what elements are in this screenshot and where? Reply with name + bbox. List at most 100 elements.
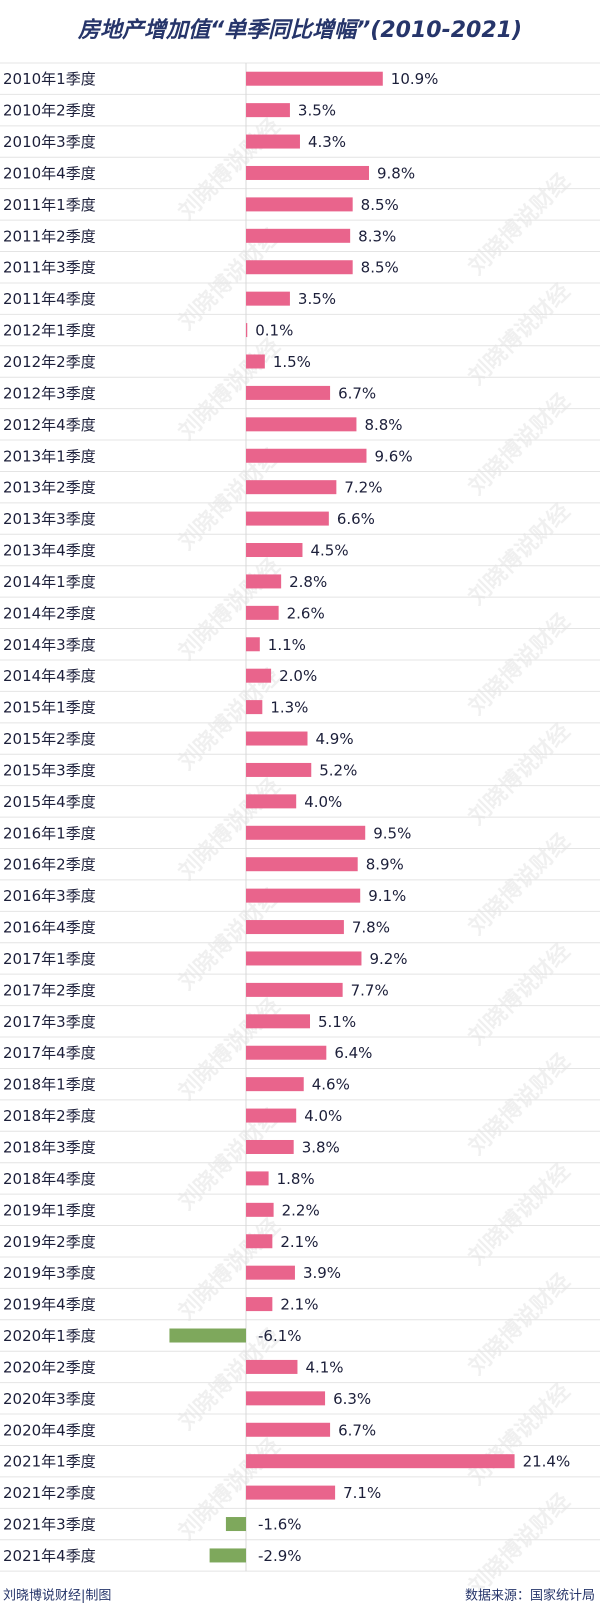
bar xyxy=(246,605,279,620)
bar xyxy=(246,574,282,589)
bar xyxy=(246,228,351,243)
watermark: 刘晓博说财经 xyxy=(463,278,575,390)
watermark: 刘晓博说财经 xyxy=(463,498,575,610)
watermark: 刘晓博说财经 xyxy=(463,608,575,720)
category-label: 2015年4季度 xyxy=(3,793,96,811)
category-label: 2012年4季度 xyxy=(3,416,96,434)
value-label: 8.3% xyxy=(358,227,396,245)
category-label: 2017年1季度 xyxy=(3,950,96,968)
chart-title: 房地产增加值“单季同比增幅”(2010-2021) xyxy=(77,17,522,43)
watermark: 刘晓博说财经 xyxy=(463,388,575,500)
bar xyxy=(246,197,353,212)
credit: 刘晓博说财经|制图 xyxy=(3,1589,111,1604)
bar xyxy=(246,354,265,369)
category-label: 2017年4季度 xyxy=(3,1044,96,1062)
value-label: 1.3% xyxy=(270,699,308,717)
bar xyxy=(246,1202,274,1217)
bar xyxy=(246,291,290,306)
category-label: 2018年1季度 xyxy=(3,1076,96,1094)
watermark: 刘晓博说财经 xyxy=(463,1158,575,1270)
value-label: 8.8% xyxy=(364,416,402,434)
category-label: 2011年1季度 xyxy=(3,196,96,214)
category-label: 2018年2季度 xyxy=(3,1107,96,1125)
bar xyxy=(246,1391,326,1406)
category-label: 2020年4季度 xyxy=(3,1421,96,1439)
category-label: 2015年3季度 xyxy=(3,761,96,779)
value-label: 9.6% xyxy=(374,447,412,465)
category-label: 2015年2季度 xyxy=(3,730,96,748)
bar xyxy=(246,417,357,432)
category-label: 2013年3季度 xyxy=(3,510,96,528)
category-label: 2010年1季度 xyxy=(3,70,96,88)
category-label: 2011年2季度 xyxy=(3,227,96,245)
category-label: 2020年2季度 xyxy=(3,1358,96,1376)
category-label: 2017年3季度 xyxy=(3,1013,96,1031)
bar xyxy=(246,951,362,966)
bar xyxy=(246,134,300,149)
bar xyxy=(246,825,366,840)
bar xyxy=(246,1108,297,1123)
watermark: 刘晓博说财经 xyxy=(463,1378,575,1490)
bar xyxy=(246,1265,295,1280)
value-label: 9.2% xyxy=(369,950,407,968)
watermark: 刘晓博说财经 xyxy=(463,938,575,1050)
value-label: -2.9% xyxy=(258,1547,302,1565)
value-label: 2.8% xyxy=(289,573,327,591)
bar xyxy=(246,1422,331,1437)
value-label: 4.6% xyxy=(312,1076,350,1094)
bar xyxy=(246,1454,515,1469)
category-label: 2012年3季度 xyxy=(3,384,96,402)
bar xyxy=(246,920,344,935)
bar xyxy=(246,794,297,809)
value-label: 4.3% xyxy=(308,133,346,151)
source: 数据来源：国家统计局 xyxy=(465,1588,595,1604)
category-label: 2014年1季度 xyxy=(3,573,96,591)
category-label: 2018年3季度 xyxy=(3,1138,96,1156)
watermark: 刘晓博说财经 xyxy=(463,168,575,280)
value-label: 0.1% xyxy=(255,322,293,340)
value-label: 6.7% xyxy=(338,384,376,402)
category-label: 2021年4季度 xyxy=(3,1547,96,1565)
category-label: 2021年2季度 xyxy=(3,1484,96,1502)
value-label: -6.1% xyxy=(258,1327,302,1345)
category-label: 2020年1季度 xyxy=(3,1327,96,1345)
value-label: -1.6% xyxy=(258,1516,302,1534)
value-label: 10.9% xyxy=(391,70,439,88)
bar xyxy=(246,1077,304,1092)
watermark: 刘晓博说财经 xyxy=(463,1488,575,1600)
category-label: 2019年1季度 xyxy=(3,1201,96,1219)
value-label: 4.1% xyxy=(305,1358,343,1376)
value-label: 1.1% xyxy=(268,636,306,654)
value-label: 4.0% xyxy=(304,793,342,811)
category-label: 2016年3季度 xyxy=(3,887,96,905)
category-label: 2012年1季度 xyxy=(3,322,96,340)
bar xyxy=(209,1548,246,1563)
category-label: 2019年2季度 xyxy=(3,1233,96,1251)
value-label: 2.0% xyxy=(279,667,317,685)
value-label: 3.5% xyxy=(298,102,336,120)
watermark: 刘晓博说财经 xyxy=(463,718,575,830)
bar xyxy=(169,1328,246,1343)
value-label: 1.5% xyxy=(273,353,311,371)
value-label: 21.4% xyxy=(523,1453,571,1471)
value-label: 9.8% xyxy=(377,164,415,182)
value-label: 8.9% xyxy=(366,856,404,874)
category-label: 2016年4季度 xyxy=(3,919,96,937)
bar xyxy=(246,260,353,275)
category-label: 2011年4季度 xyxy=(3,290,96,308)
value-label: 6.4% xyxy=(334,1044,372,1062)
bar xyxy=(246,543,303,558)
category-label: 2014年3季度 xyxy=(3,636,96,654)
watermark: 刘晓博说财经 xyxy=(463,1268,575,1380)
bar xyxy=(246,1045,327,1060)
category-label: 2016年1季度 xyxy=(3,824,96,842)
value-label: 7.7% xyxy=(351,981,389,999)
value-label: 3.5% xyxy=(298,290,336,308)
bar xyxy=(246,511,329,526)
bar xyxy=(246,1171,269,1186)
category-label: 2010年3季度 xyxy=(3,133,96,151)
bar xyxy=(246,888,361,903)
value-label: 9.1% xyxy=(368,887,406,905)
bar xyxy=(246,1297,273,1312)
